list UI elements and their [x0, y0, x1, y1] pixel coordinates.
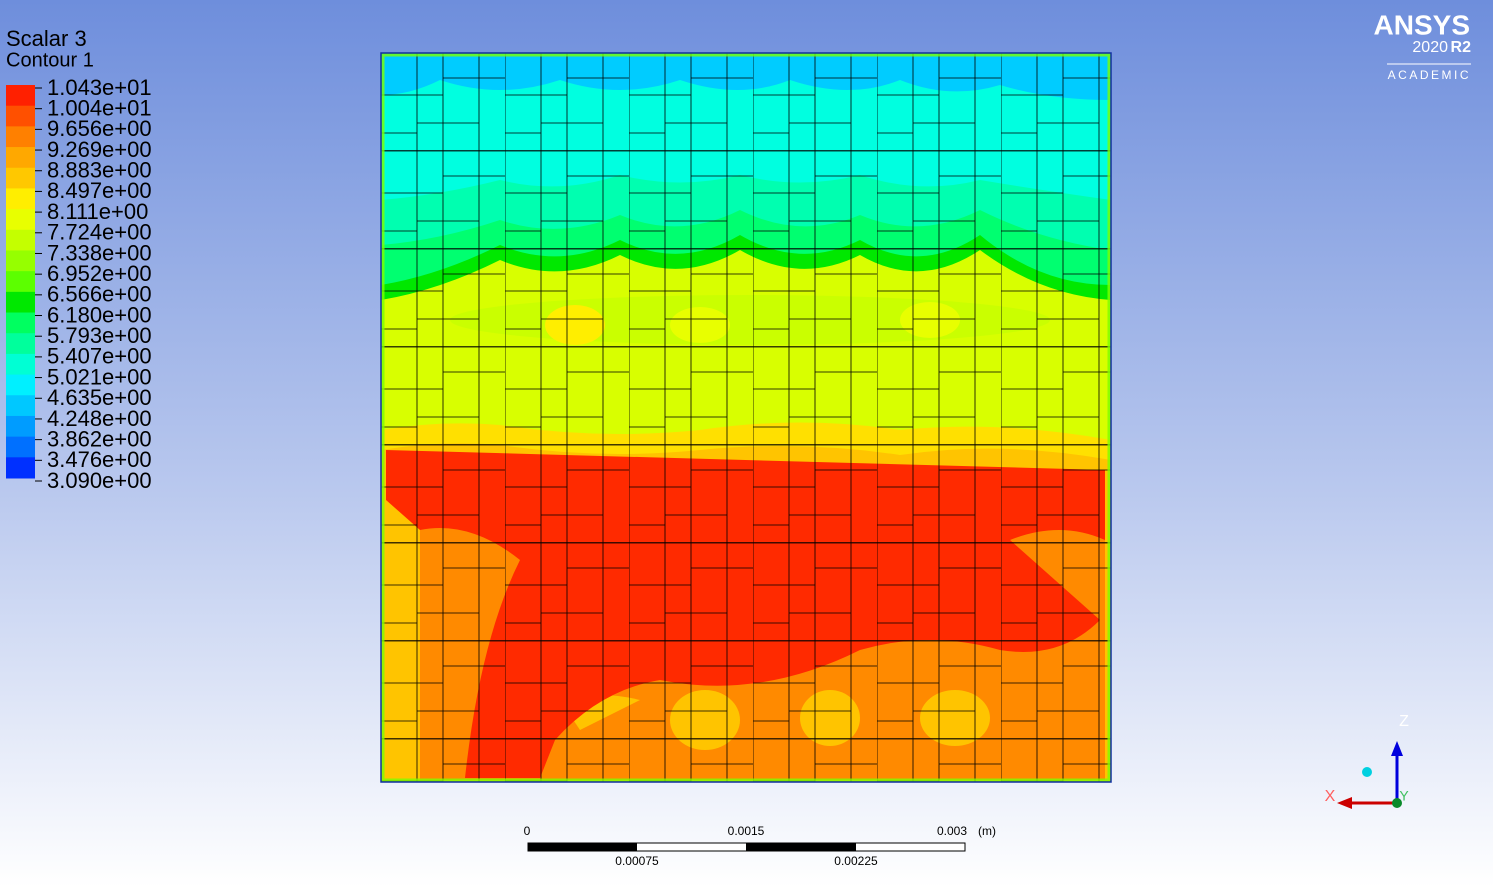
- legend-swatch: [6, 167, 35, 189]
- axis-triad: Z X Y: [1325, 713, 1409, 809]
- legend-label: 3.090e+00: [47, 468, 152, 493]
- scale-label: 0.003: [937, 824, 967, 838]
- legend-swatch: [6, 188, 35, 210]
- legend-swatch: [6, 353, 35, 376]
- contour-plot: [381, 53, 1111, 782]
- legend-swatch: [6, 271, 35, 293]
- legend-label: 5.407e+00: [47, 344, 152, 369]
- legend-swatch: [6, 436, 35, 458]
- legend-label: 3.476e+00: [47, 447, 152, 472]
- legend-label: 1.043e+01: [47, 75, 152, 100]
- legend-label: 7.724e+00: [47, 220, 152, 245]
- legend-swatch: [6, 250, 35, 272]
- legend-label: 4.635e+00: [47, 385, 152, 410]
- legend-subtitle: Contour 1: [6, 49, 94, 71]
- legend-label: 1.004e+01: [47, 95, 152, 120]
- legend-swatch: [6, 415, 35, 438]
- legend-label: 5.021e+00: [47, 364, 152, 389]
- legend-swatch: [6, 209, 35, 231]
- legend-swatch: [6, 333, 35, 355]
- legend-swatch: [6, 395, 35, 417]
- legend-swatch: [6, 374, 35, 396]
- legend-label: 4.248e+00: [47, 406, 152, 431]
- scale-bar: 0 0.0015 0.003 (m) 0.00075 0.00225: [524, 824, 996, 868]
- scale-label: 0.00075: [615, 854, 659, 868]
- legend: 1.043e+011.004e+019.656e+009.269e+008.88…: [6, 75, 152, 493]
- logo-release: R2: [1451, 39, 1472, 56]
- legend-title: Scalar 3: [6, 26, 87, 51]
- scale-unit: (m): [978, 824, 996, 838]
- scale-label: 0.0015: [728, 824, 765, 838]
- legend-label: 6.566e+00: [47, 282, 152, 307]
- domain-outline: [380, 52, 1112, 783]
- legend-swatch: [6, 85, 35, 107]
- logo-edition: ACADEMIC: [1388, 68, 1471, 82]
- legend-label: 7.338e+00: [47, 240, 152, 265]
- legend-swatch: [6, 105, 35, 127]
- logo-year: 2020: [1412, 39, 1448, 56]
- legend-swatch: [6, 312, 35, 334]
- legend-swatch: [6, 126, 35, 148]
- legend-label: 8.883e+00: [47, 158, 152, 183]
- legend-label: 8.497e+00: [47, 178, 152, 203]
- legend-label: 5.793e+00: [47, 323, 152, 348]
- scale-label: 0: [524, 824, 531, 838]
- axis-label: X: [1325, 788, 1336, 805]
- legend-swatch: [6, 229, 35, 251]
- legend-label: 6.952e+00: [47, 261, 152, 286]
- legend-swatch: [6, 147, 35, 169]
- legend-label: 6.180e+00: [47, 302, 152, 327]
- legend-label: 9.269e+00: [47, 137, 152, 162]
- legend-label: 8.111e+00: [47, 199, 148, 224]
- legend-label: 9.656e+00: [47, 116, 152, 141]
- axis-label: Y: [1399, 788, 1409, 804]
- axis-label: Z: [1399, 713, 1409, 730]
- legend-swatch: [6, 291, 35, 314]
- legend-label: 3.862e+00: [47, 426, 152, 451]
- legend-swatch: [6, 457, 35, 479]
- logo-brand: ANSYS: [1374, 9, 1470, 40]
- scale-label: 0.00225: [834, 854, 878, 868]
